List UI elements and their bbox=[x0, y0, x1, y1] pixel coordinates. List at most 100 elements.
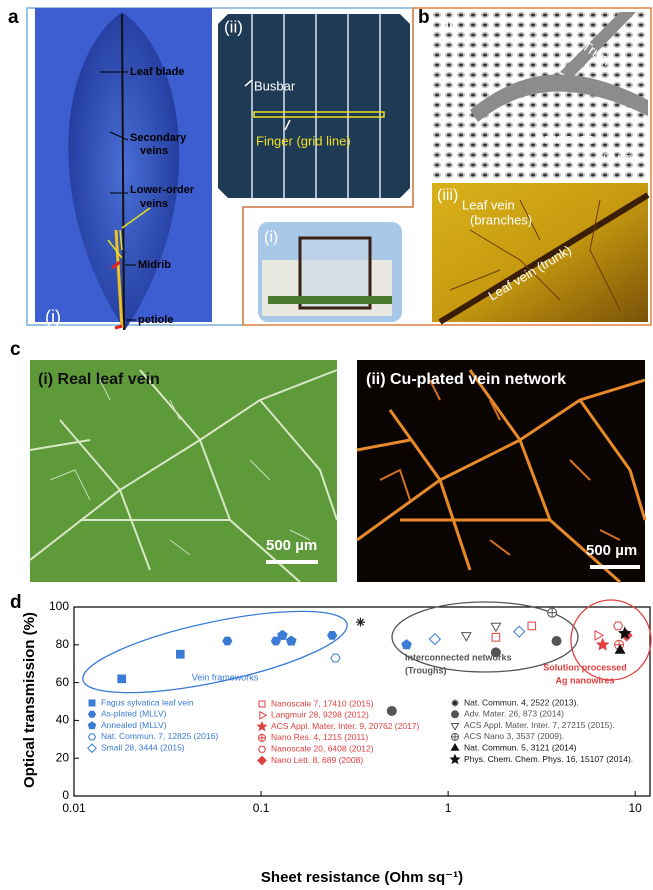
figure: a Leaf blade Secondary veins Lower-order… bbox=[0, 0, 653, 890]
sub-label: (i) Real leaf vein bbox=[38, 371, 160, 388]
cell-annotation: Finger (grid line) bbox=[256, 133, 351, 148]
legend-marker bbox=[259, 701, 265, 707]
legend-marker bbox=[451, 724, 458, 730]
leaf-annotation: petiole bbox=[138, 314, 173, 326]
cell-annotation: Busbar bbox=[254, 78, 296, 93]
leaf-annotation: Midrib bbox=[138, 259, 171, 271]
legend-label: Nano Lett. 8, 689 (2008) bbox=[271, 755, 363, 765]
panel-label: c bbox=[10, 339, 21, 360]
solar-cell bbox=[218, 14, 410, 198]
annotation: Solution processed bbox=[543, 662, 627, 672]
legend-marker bbox=[88, 722, 95, 729]
data-point bbox=[387, 706, 396, 715]
legend-label: Adv. Mater. 26, 873 (2014) bbox=[464, 709, 564, 719]
leaf-annotation: veins bbox=[140, 198, 168, 210]
sub-label: (ii) bbox=[224, 17, 243, 36]
sub-label: (iii) bbox=[437, 187, 458, 204]
data-point bbox=[287, 636, 297, 645]
scale-bar bbox=[580, 168, 636, 171]
y-tick-label: 60 bbox=[56, 675, 70, 689]
y-tick-label: 20 bbox=[56, 750, 70, 764]
data-point bbox=[328, 632, 337, 640]
scale-label: 500 µm bbox=[266, 537, 317, 554]
data-point bbox=[177, 650, 185, 658]
y-axis-label: Optical transmission (%) bbox=[21, 612, 38, 788]
sub-label: (i) bbox=[45, 307, 61, 327]
sem-annotation: Branches bbox=[535, 131, 594, 147]
x-axis-label: Sheet resistance (Ohm sq⁻¹) bbox=[261, 869, 463, 886]
leaf-annotation: veins bbox=[140, 145, 168, 157]
leaf-annotation: Secondary bbox=[130, 132, 187, 144]
scale-label: 500 µm bbox=[598, 153, 632, 164]
legend-label: Nanoscale 7, 17410 (2015) bbox=[271, 698, 374, 708]
x-tick-label: 10 bbox=[629, 801, 643, 815]
y-tick-label: 100 bbox=[49, 599, 69, 613]
y-tick-label: 40 bbox=[56, 713, 70, 727]
legend-marker bbox=[451, 744, 458, 750]
scale-bar bbox=[590, 565, 640, 569]
legend-label: Nat. Commun. 7, 12825 (2016) bbox=[101, 731, 218, 741]
data-point bbox=[548, 608, 557, 617]
legend-marker bbox=[452, 733, 459, 740]
annotation: Vein frameworks bbox=[192, 672, 259, 682]
legend-label: Phys. Chem. Chem. Phys. 16, 15107 (2014)… bbox=[464, 754, 633, 764]
scale-bar bbox=[266, 560, 318, 564]
legend-label: Nano Res. 4, 1215 (2011) bbox=[271, 732, 368, 742]
legend-marker bbox=[89, 700, 95, 706]
legend-label: ACS Nano 3, 3537 (2009). bbox=[464, 731, 564, 741]
panel-label: a bbox=[8, 7, 19, 28]
data-point bbox=[331, 654, 340, 662]
legend-marker bbox=[260, 712, 266, 719]
legend-marker bbox=[258, 722, 267, 730]
legend-marker bbox=[89, 734, 96, 740]
legend-marker bbox=[89, 711, 96, 717]
sub-label: (ii) Cu-plated vein network bbox=[366, 371, 566, 388]
page: {"panel_a": {"label": "a", "leaf": {"lab… bbox=[0, 0, 653, 890]
group-ellipse bbox=[77, 595, 354, 710]
data-point bbox=[402, 640, 411, 649]
x-tick-label: 0.1 bbox=[253, 801, 270, 815]
leaf-annotation: Leaf blade bbox=[130, 66, 184, 78]
data-point bbox=[356, 618, 365, 627]
legend-marker bbox=[258, 756, 266, 764]
sub-label: (i) bbox=[264, 229, 278, 246]
data-point bbox=[514, 626, 525, 637]
annotation: Interconnected networks bbox=[405, 652, 512, 662]
legend-label: Small 28, 3444 (2015) bbox=[101, 742, 185, 752]
x-tick-label: 1 bbox=[445, 801, 452, 815]
data-point bbox=[430, 634, 441, 645]
legend-label: ACS Appl. Mater. Inter. 9, 20762 (2017) bbox=[271, 721, 420, 731]
legend-label: Annealed (MLLV) bbox=[101, 720, 167, 730]
y-tick-label: 80 bbox=[56, 637, 70, 651]
legend-marker bbox=[451, 755, 460, 763]
x-tick-label: 0.01 bbox=[62, 801, 86, 815]
data-point bbox=[278, 630, 287, 639]
data-point bbox=[491, 623, 500, 631]
optical-annotation: (branches) bbox=[470, 212, 532, 227]
optical-annotation: Leaf vein bbox=[462, 197, 515, 212]
sub-label: (ii) bbox=[440, 17, 458, 34]
annotation: (Troughs) bbox=[405, 665, 447, 675]
legend-marker bbox=[452, 711, 459, 718]
panel-label: d bbox=[10, 592, 22, 613]
data-point bbox=[595, 631, 603, 640]
data-point bbox=[614, 622, 623, 630]
data-point bbox=[552, 637, 561, 646]
panel-label: b bbox=[418, 7, 430, 28]
data-point bbox=[528, 622, 536, 630]
legend-label: As-plated (MLLV) bbox=[101, 709, 167, 719]
legend-label: Langmuir 28, 9298 (2012) bbox=[271, 710, 369, 720]
leaf-annotation: Lower-order bbox=[130, 184, 195, 196]
data-point bbox=[462, 633, 471, 641]
legend-label: Nat. Commun. 5, 3121 (2014) bbox=[464, 742, 577, 752]
legend-marker bbox=[259, 734, 266, 741]
scale-label: 500 µm bbox=[586, 542, 637, 559]
legend-label: Nanoscale 20, 6408 (2012) bbox=[271, 743, 374, 753]
legend-label: Nat. Commun. 4, 2522 (2013). bbox=[464, 697, 579, 707]
legend-marker bbox=[88, 744, 96, 752]
legend-label: Fagus sylvatica leaf vein bbox=[101, 697, 194, 707]
data-point bbox=[597, 639, 608, 650]
data-point bbox=[492, 633, 500, 641]
data-point bbox=[118, 675, 126, 683]
legend-marker bbox=[259, 746, 266, 752]
